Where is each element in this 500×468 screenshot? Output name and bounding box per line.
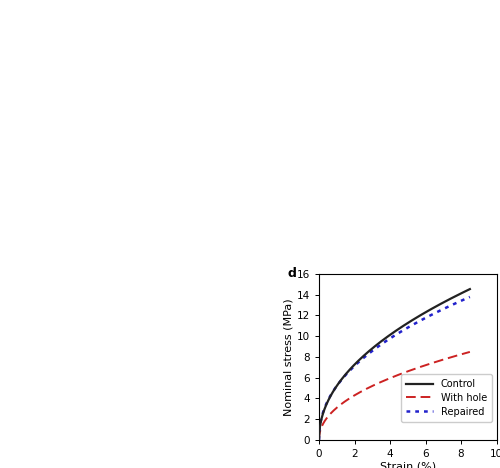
Repaired: [398, 329, 404, 335]
Repaired: [388, 335, 394, 341]
Text: d: d: [287, 267, 296, 280]
With hole: [398, 371, 404, 377]
Repaired: [467, 294, 473, 300]
Line: With hole: With hole: [319, 352, 470, 440]
Repaired: [388, 335, 394, 340]
With hole: [440, 357, 446, 363]
With hole: [406, 368, 412, 374]
Legend: Control, With hole, Repaired: Control, With hole, Repaired: [400, 374, 492, 422]
Control: [316, 437, 322, 443]
Control: [388, 332, 394, 337]
X-axis label: Strain (%): Strain (%): [380, 462, 436, 468]
Control: [440, 300, 446, 306]
Line: Control: Control: [319, 289, 470, 440]
With hole: [388, 375, 394, 380]
Control: [467, 286, 473, 292]
Line: Repaired: Repaired: [319, 297, 470, 440]
Control: [463, 288, 469, 293]
Repaired: [406, 324, 412, 330]
Repaired: [463, 296, 469, 301]
With hole: [463, 350, 469, 356]
With hole: [388, 375, 394, 380]
Control: [398, 325, 404, 330]
With hole: [316, 437, 322, 443]
Control: [406, 320, 412, 325]
Repaired: [440, 307, 446, 312]
With hole: [467, 349, 473, 355]
Control: [388, 331, 394, 336]
Repaired: [316, 437, 322, 443]
Y-axis label: Nominal stress (MPa): Nominal stress (MPa): [284, 298, 294, 416]
